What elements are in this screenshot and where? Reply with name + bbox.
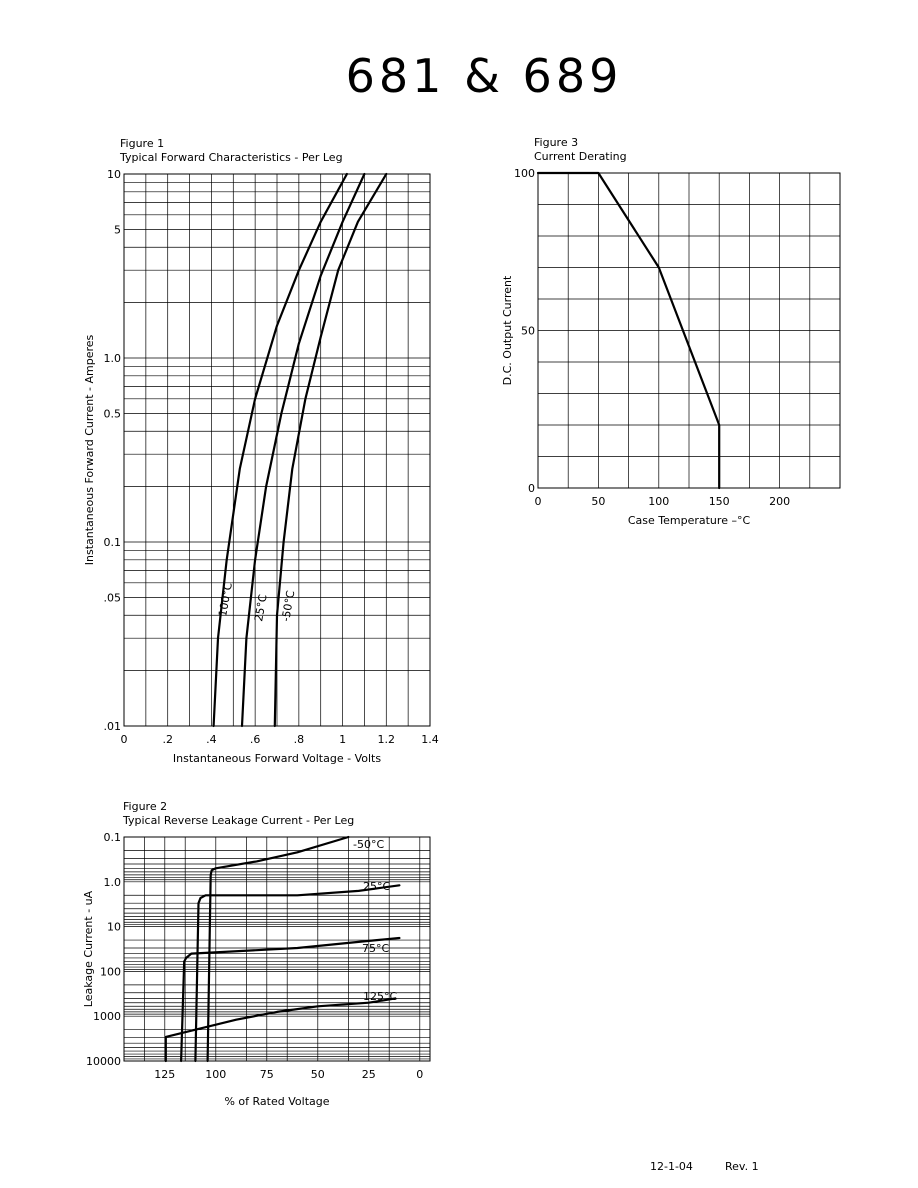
x-tick-label: .2 — [162, 733, 173, 746]
x-tick-label: 100 — [648, 495, 669, 508]
footer-revision: Rev. 1 — [725, 1160, 759, 1173]
plot-frame — [123, 836, 431, 1062]
x-tick-label: .4 — [206, 733, 217, 746]
y-tick-label: 0.5 — [104, 407, 122, 420]
x-tick-label: .8 — [294, 733, 305, 746]
series-label: 75°C — [362, 942, 389, 955]
y-axis-label: Instantaneous Forward Current - Amperes — [83, 334, 96, 565]
series-label: 25°C — [252, 593, 270, 622]
series-label: -50°C — [353, 838, 384, 851]
series-label: 25°C — [363, 880, 390, 893]
series-line — [240, 172, 366, 728]
x-tick-label: 125 — [154, 1068, 175, 1081]
y-axis-label: Leakage Current - uA — [82, 890, 95, 1007]
chart-title: Typical Forward Characteristics - Per Le… — [119, 151, 343, 164]
series-line — [194, 884, 401, 1063]
y-tick-label: 5 — [114, 223, 121, 236]
chart-grid — [124, 837, 430, 1061]
figure-2-chart: 125 100 75 50 25 0 0.1 1.0 10 100 1000 10000 Figure … — [82, 800, 431, 1108]
figure-label: Figure 3 — [534, 136, 578, 149]
x-tick-label: 1.2 — [378, 733, 396, 746]
chart-title: Current Derating — [534, 150, 627, 163]
page-title: 681 & 689 — [346, 49, 623, 103]
y-tick-label: 0.1 — [104, 831, 122, 844]
figure-label: Figure 1 — [120, 137, 164, 150]
series-line — [536, 171, 721, 490]
series-line — [180, 936, 401, 1063]
y-tick-label: 1.0 — [104, 876, 122, 889]
y-tick-label: 10 — [107, 921, 121, 934]
x-tick-label: 50 — [591, 495, 605, 508]
x-tick-label: 75 — [260, 1068, 274, 1081]
series-label: -50°C — [279, 589, 297, 622]
y-tick-label: 0.1 — [104, 536, 122, 549]
y-tick-label: 50 — [521, 325, 535, 338]
x-tick-label: 25 — [362, 1068, 376, 1081]
chart-grid — [538, 173, 840, 488]
y-axis-label: D.C. Output Current — [501, 275, 514, 385]
x-tick-label: 200 — [769, 495, 790, 508]
plot-frame — [537, 172, 841, 489]
y-tick-label: 10000 — [86, 1055, 121, 1068]
x-tick-label: 0 — [416, 1068, 423, 1081]
footer-date: 12-1-04 — [650, 1160, 693, 1173]
x-axis-label: % of Rated Voltage — [224, 1095, 329, 1108]
y-tick-label: 100 — [100, 965, 121, 978]
y-tick-label: .01 — [104, 720, 122, 733]
x-tick-label: 100 — [205, 1068, 226, 1081]
series-label: 125°C — [363, 990, 397, 1003]
x-tick-label: 1.4 — [421, 733, 439, 746]
y-tick-label: 0 — [528, 482, 535, 495]
series-line — [273, 172, 388, 728]
figure-1-chart: 0 .2 .4 .6 .8 1 1.2 1.4 .01 .05 0.1 0.5 1.0 5 10 Figure… — [83, 137, 439, 765]
x-tick-label: .6 — [250, 733, 261, 746]
figure-label: Figure 2 — [123, 800, 167, 813]
series-line — [164, 997, 397, 1063]
x-axis-label: Case Temperature –°C — [628, 514, 751, 527]
x-tick-label: 1 — [339, 733, 346, 746]
series-line — [206, 835, 350, 1063]
y-tick-label: 1000 — [93, 1010, 121, 1023]
y-tick-label: 1.0 — [104, 352, 122, 365]
plot-frame — [123, 173, 431, 727]
x-tick-label: 50 — [311, 1068, 325, 1081]
y-tick-label: .05 — [104, 591, 122, 604]
y-tick-label: 100 — [514, 167, 535, 180]
y-tick-label: 10 — [107, 168, 121, 181]
x-tick-label: 0 — [121, 733, 128, 746]
x-tick-label: 0 — [535, 495, 542, 508]
series-line — [212, 172, 348, 728]
series-label: 100°C — [216, 581, 235, 617]
x-tick-label: 150 — [709, 495, 730, 508]
x-axis-label: Instantaneous Forward Voltage - Volts — [173, 752, 381, 765]
chart-title: Typical Reverse Leakage Current - Per Le… — [122, 814, 354, 827]
